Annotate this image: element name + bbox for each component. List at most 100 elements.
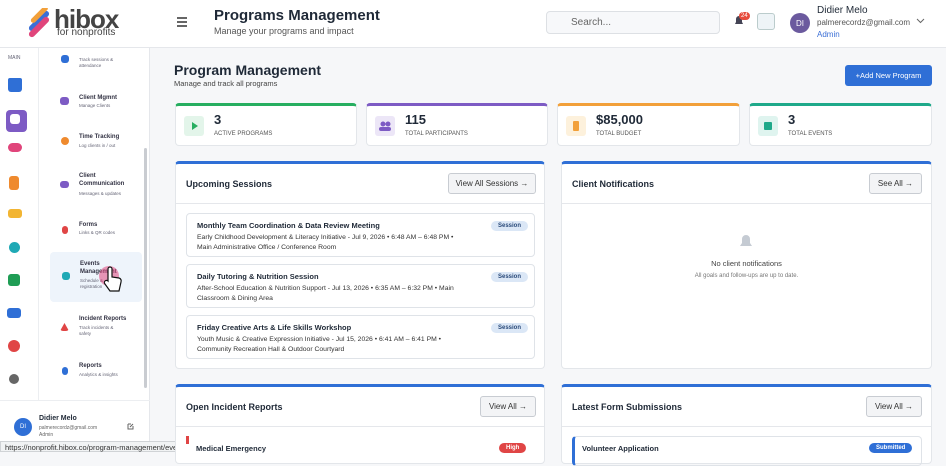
session-badge: Session bbox=[491, 323, 529, 333]
view-all-button[interactable]: View All → bbox=[480, 396, 536, 417]
cursor bbox=[99, 266, 122, 292]
page-title: Program Management bbox=[174, 62, 322, 78]
divider bbox=[38, 48, 39, 400]
session-details: Youth Music & Creative Expression Initia… bbox=[197, 336, 442, 353]
user-avatar[interactable]: DI bbox=[14, 418, 32, 436]
menu-subtitle: Log clients in / out bbox=[79, 143, 116, 148]
nav-icon[interactable] bbox=[9, 242, 20, 253]
stat-value: 115 bbox=[405, 112, 426, 127]
session-card[interactable]: Monthly Team Coordination & Data Review … bbox=[186, 213, 535, 257]
divider bbox=[0, 400, 150, 401]
user-name: Didier Melo bbox=[39, 415, 77, 422]
submission-status: Submitted bbox=[869, 443, 913, 453]
session-title: Monthly Team Coordination & Data Review … bbox=[197, 221, 380, 230]
user-menu-chevron[interactable] bbox=[916, 18, 925, 24]
divider bbox=[176, 203, 544, 204]
menu-icon bbox=[61, 55, 69, 63]
screen-button[interactable] bbox=[757, 13, 775, 30]
notification-count: 24 bbox=[739, 12, 750, 20]
menu-subtitle: Manage Clients bbox=[79, 103, 111, 108]
menu-title[interactable]: Events Management bbox=[80, 261, 117, 275]
menu-icon bbox=[60, 97, 69, 105]
client-notifications-panel: Client Notifications See All → No client… bbox=[561, 161, 932, 369]
stat-label: TOTAL BUDGET bbox=[596, 131, 642, 137]
user-avatar[interactable]: DI bbox=[790, 13, 810, 33]
stat-label: ACTIVE PROGRAMS bbox=[214, 131, 273, 137]
panel-title: Open Incident Reports bbox=[186, 402, 283, 412]
view-all-button[interactable]: View All → bbox=[866, 396, 922, 417]
nav-icon[interactable] bbox=[9, 176, 19, 190]
stat-card: 3 ACTIVE PROGRAMS bbox=[175, 103, 357, 146]
stat-icon bbox=[566, 116, 586, 136]
panel-title: Latest Form Submissions bbox=[572, 402, 683, 412]
nav-icon[interactable] bbox=[9, 374, 19, 384]
scrollbar[interactable] bbox=[144, 148, 147, 388]
header-subtitle: Manage your programs and impact bbox=[214, 26, 354, 36]
stat-icon bbox=[375, 116, 395, 136]
header-title: Programs Management bbox=[214, 7, 380, 24]
submission-title: Volunteer Application bbox=[582, 444, 659, 453]
session-title: Daily Tutoring & Nutrition Session bbox=[197, 272, 319, 281]
stat-label: TOTAL PARTICIPANTS bbox=[405, 131, 468, 137]
sidebar-section: MAIN bbox=[8, 55, 21, 61]
stat-card: 115 TOTAL PARTICIPANTS bbox=[366, 103, 548, 146]
menu-title[interactable]: Time Tracking bbox=[79, 134, 120, 140]
search-box[interactable]: Search... bbox=[546, 11, 720, 34]
logout-icon[interactable] bbox=[127, 423, 134, 430]
menu-subtitle: Links & QR codes bbox=[79, 230, 116, 235]
sidebar: MAIN Track sessions & attendance Client … bbox=[0, 48, 150, 452]
user-role: Admin bbox=[39, 432, 54, 438]
page-subtitle: Manage and track all programs bbox=[174, 79, 278, 88]
logo-name: hibox bbox=[54, 4, 119, 34]
session-title: Friday Creative Arts & Life Skills Works… bbox=[197, 323, 352, 332]
stat-card: $85,000 TOTAL BUDGET bbox=[557, 103, 740, 146]
status-url: https://nonprofit.hibox.co/program-manag… bbox=[0, 441, 193, 452]
nav-icon[interactable] bbox=[8, 209, 22, 218]
nav-icon[interactable] bbox=[8, 274, 20, 286]
logo-mark bbox=[28, 8, 50, 38]
add-program-button[interactable]: +Add New Program bbox=[845, 65, 932, 86]
stat-value: 3 bbox=[788, 112, 796, 127]
user-name: Didier Melo bbox=[817, 5, 868, 16]
stat-value: 3 bbox=[214, 112, 222, 127]
empty-text: All goals and follow-ups are up to date. bbox=[694, 273, 799, 279]
header: hibox for nonprofits Programs Management… bbox=[0, 0, 946, 48]
nav-icon[interactable] bbox=[10, 114, 20, 124]
menu-subtitle[interactable]: Track sessions & attendance bbox=[79, 57, 114, 68]
menu-title[interactable]: Client Communication bbox=[79, 173, 125, 187]
menu-icon bbox=[60, 323, 69, 331]
logo-tagline: for nonprofits bbox=[57, 27, 116, 38]
view-all-sessions-button[interactable]: View All Sessions → bbox=[448, 173, 536, 194]
menu-subtitle: Track incidents & safety bbox=[79, 325, 114, 336]
stat-icon bbox=[184, 116, 204, 136]
user-email: palmerecordz@gmail.com bbox=[39, 425, 98, 431]
form-submissions-panel: Latest Form Submissions View All → Volun… bbox=[561, 384, 932, 466]
session-card[interactable]: Daily Tutoring & Nutrition Session After… bbox=[186, 264, 535, 308]
stat-label: TOTAL EVENTS bbox=[788, 131, 833, 137]
divider bbox=[562, 203, 931, 204]
empty-title: No client notifications bbox=[711, 259, 782, 268]
session-card[interactable]: Friday Creative Arts & Life Skills Works… bbox=[186, 315, 535, 359]
panel-title: Upcoming Sessions bbox=[186, 179, 273, 189]
nav-icon[interactable] bbox=[8, 78, 22, 92]
user-role: Admin bbox=[817, 30, 840, 39]
menu-subtitle: Schedule & registration bbox=[80, 278, 104, 289]
menu-title[interactable]: Reports bbox=[79, 363, 102, 369]
see-all-button[interactable]: See All → bbox=[869, 173, 922, 194]
incident-title[interactable]: Medical Emergency bbox=[196, 444, 267, 453]
session-details: After-School Education & Nutrition Suppo… bbox=[197, 285, 454, 302]
menu-title[interactable]: Client Mgmnt bbox=[79, 95, 117, 101]
stat-icon bbox=[758, 116, 778, 136]
empty-bell-icon bbox=[740, 235, 752, 248]
menu-title[interactable]: Forms bbox=[79, 222, 98, 228]
menu-subtitle: Messages & updates bbox=[79, 191, 122, 196]
nav-icon[interactable] bbox=[8, 340, 20, 352]
stat-value: $85,000 bbox=[596, 112, 643, 127]
session-details: Early Childhood Development & Literacy I… bbox=[197, 234, 454, 251]
nav-icon[interactable] bbox=[7, 308, 21, 318]
menu-title[interactable]: Incident Reports bbox=[79, 316, 127, 322]
nav-icon[interactable] bbox=[8, 143, 22, 152]
menu-toggle[interactable] bbox=[176, 16, 188, 28]
upcoming-sessions-panel: Upcoming Sessions View All Sessions → Mo… bbox=[175, 161, 545, 369]
menu-icon bbox=[61, 137, 69, 145]
